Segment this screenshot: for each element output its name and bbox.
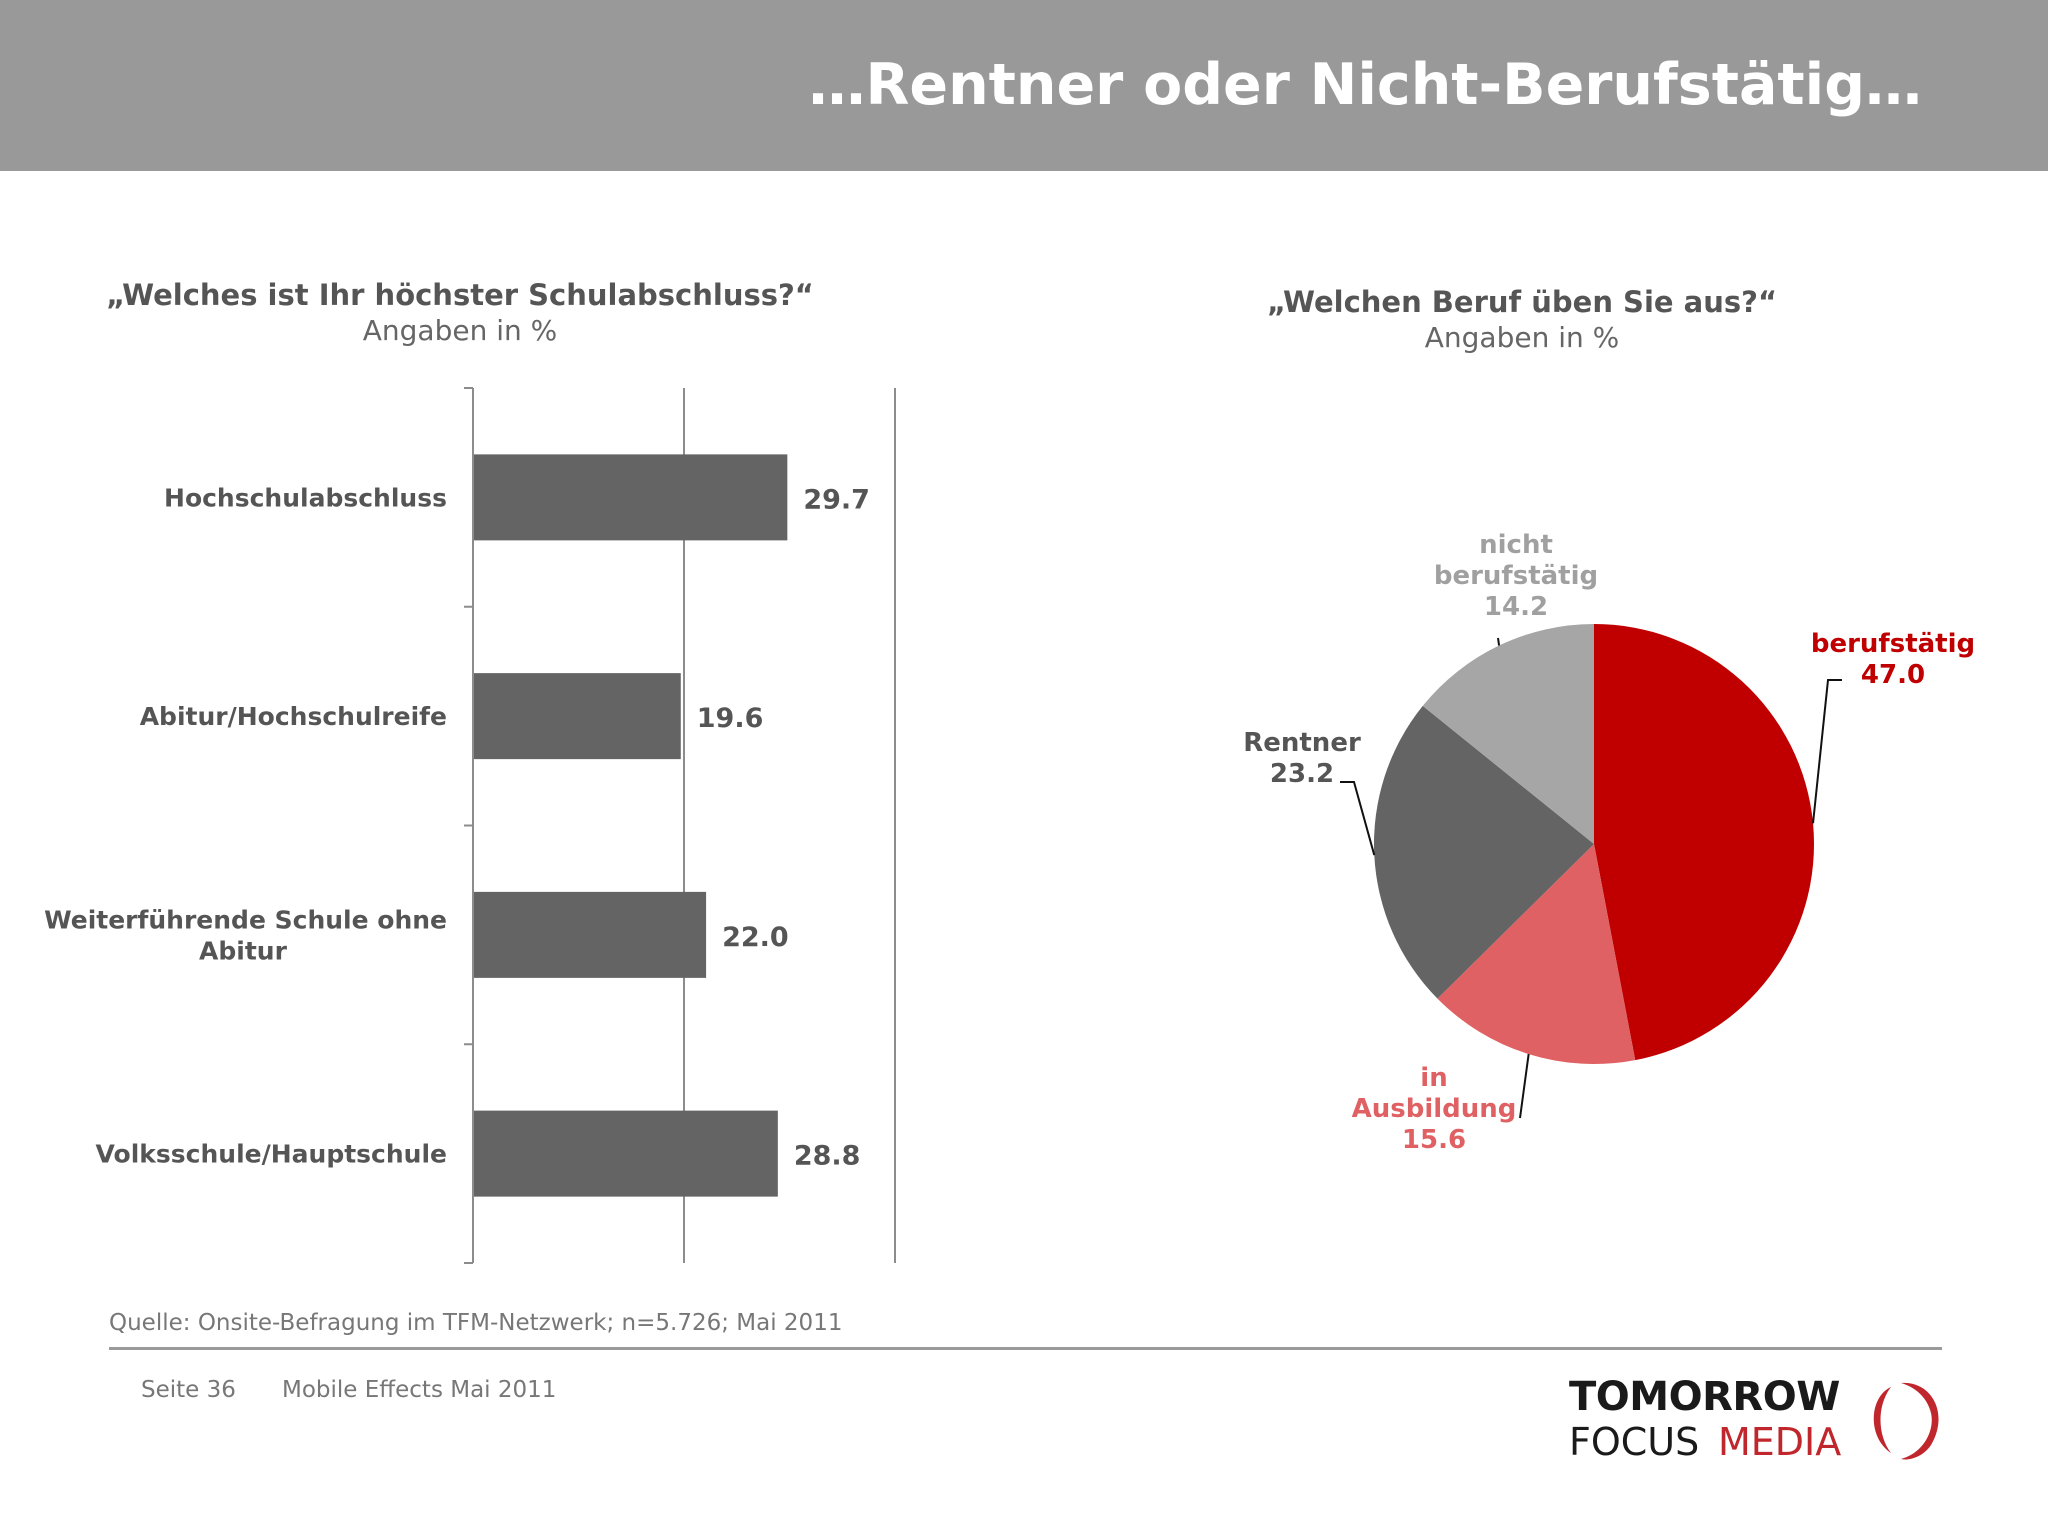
bar-chart: 29.7 Hochschulabschluss 19.6 Abitur/Hochsch… (44, 387, 896, 1264)
right-chart-subtitle: Angaben in % (1424, 321, 1620, 354)
left-chart-subtitle: Angaben in % (362, 314, 558, 347)
logo-text-focus: FOCUS (1569, 1420, 1700, 1464)
footer-divider (109, 1347, 1942, 1350)
bar-value-label: 19.6 (697, 703, 764, 734)
pie-chart: berufstätig47.0inAusbildung15.6Rentner23… (1243, 530, 1975, 1155)
slice-value-label: 15.6 (1402, 1125, 1466, 1155)
slice-label: Ausbildung (1352, 1094, 1517, 1124)
category-label: Weiterführende Schule ohne (44, 905, 447, 934)
category-label: Volksschule/Hauptschule (96, 1140, 447, 1169)
slice-label: berufstätig (1434, 561, 1598, 591)
logo-text-tomorrow: TOMORROW (1569, 1374, 1840, 1420)
pie-slice (1594, 624, 1814, 1061)
logo-ring-icon (1873, 1382, 1939, 1460)
logo-text-media: MEDIA (1718, 1420, 1842, 1464)
bar-value-label: 29.7 (803, 484, 870, 515)
leader-line (1519, 1053, 1530, 1119)
pie-slice (1374, 705, 1594, 999)
pie-slice (1437, 844, 1636, 1064)
category-label: Abitur (199, 936, 288, 965)
bar (474, 454, 788, 541)
source-note: Quelle: Onsite-Befragung im TFM-Netzwerk… (109, 1310, 843, 1336)
bar (474, 673, 681, 760)
leader-line (1497, 637, 1501, 646)
slice-label: in (1420, 1063, 1447, 1093)
leader-line (1340, 781, 1376, 856)
slice-value-label: 23.2 (1270, 759, 1334, 789)
bar-value-label: 22.0 (722, 922, 789, 953)
bar (474, 1110, 778, 1197)
header-bar: …Rentner oder Nicht-Berufstätig… (0, 0, 2048, 171)
bar-value-label: 28.8 (794, 1141, 861, 1172)
left-chart-question: „Welches ist Ihr höchster Schulabschluss… (106, 278, 814, 312)
slice-label: Rentner (1243, 728, 1361, 758)
right-chart-question: „Welchen Beruf üben Sie aus?“ (1266, 285, 1778, 319)
pie-slice (1422, 623, 1594, 844)
category-label: Abitur/Hochschulreife (140, 702, 447, 731)
slice-label: berufstätig (1811, 629, 1975, 659)
slice-label: nicht (1479, 530, 1553, 560)
document-name: Mobile Effects Mai 2011 (282, 1377, 557, 1403)
bar (474, 891, 707, 978)
slice-value-label: 47.0 (1861, 660, 1925, 690)
company-logo: TOMORROW FOCUS MEDIA (1566, 1372, 1951, 1472)
page-title: …Rentner oder Nicht-Berufstätig… (808, 52, 1922, 118)
leader-line (1812, 679, 1842, 824)
page-number: Seite 36 (141, 1377, 236, 1403)
slice-value-label: 14.2 (1484, 592, 1548, 622)
category-label: Hochschulabschluss (164, 483, 447, 512)
